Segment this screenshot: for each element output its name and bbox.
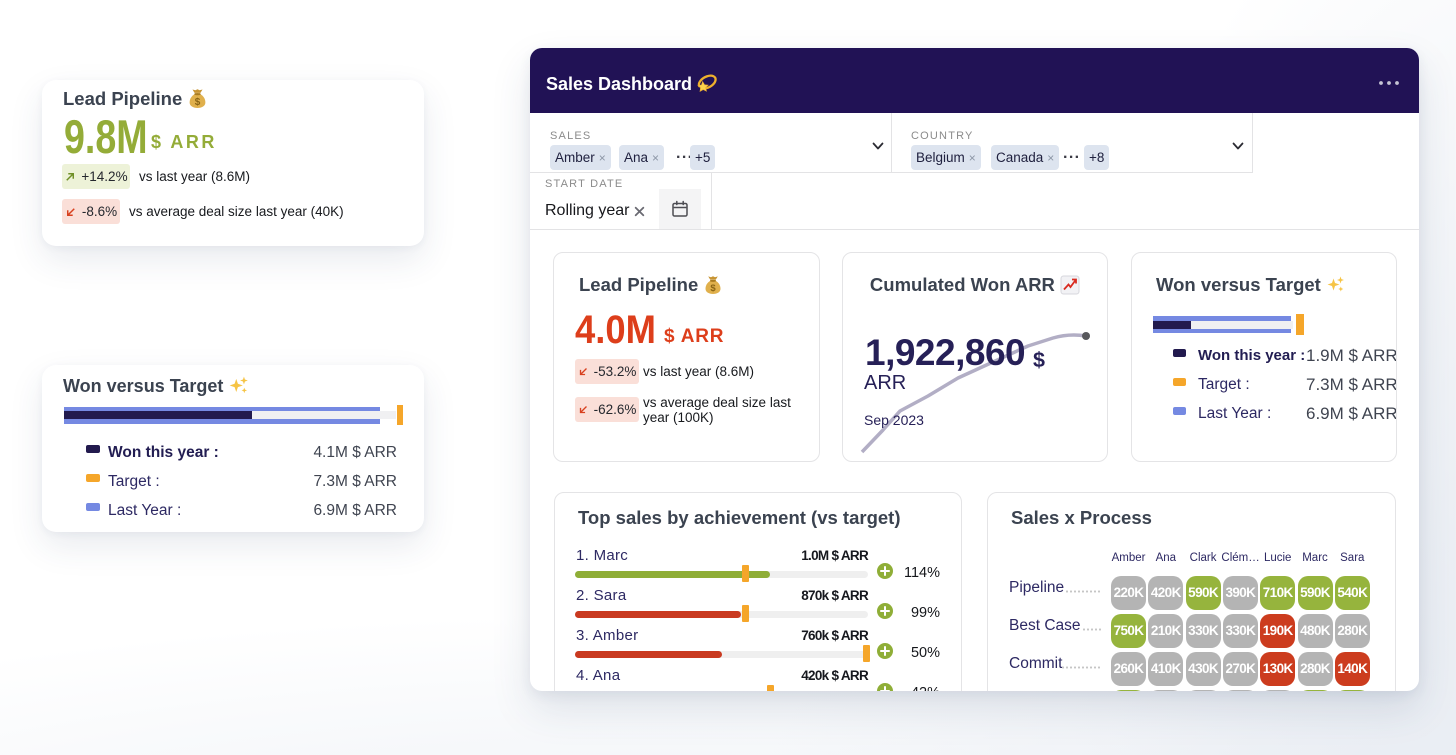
svg-text:$: $ <box>195 97 201 108</box>
svg-text:$: $ <box>711 283 717 294</box>
